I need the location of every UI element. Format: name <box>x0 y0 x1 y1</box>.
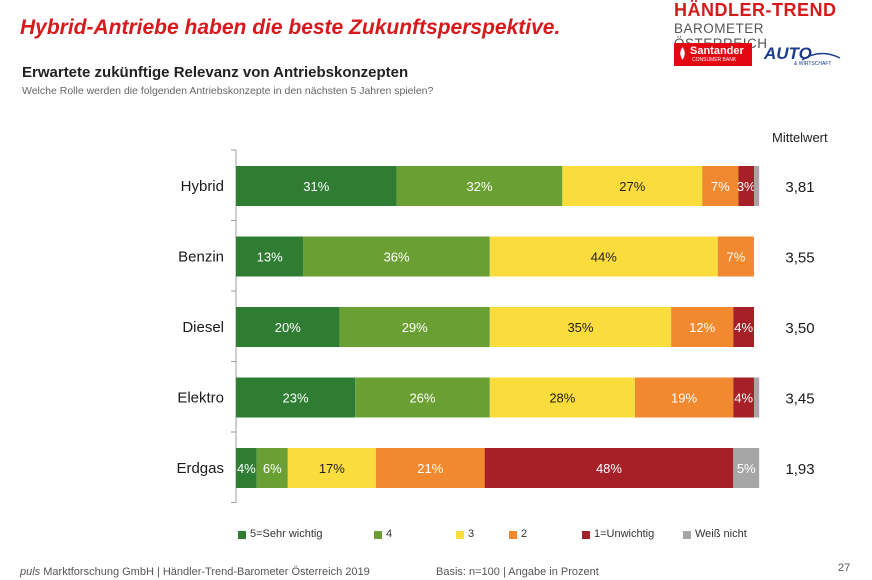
category-label: Hybrid <box>181 178 224 195</box>
brand-title: HÄNDLER-TREND <box>674 0 837 20</box>
mittelwert-value: 1,93 <box>785 461 814 478</box>
data-label: 20% <box>275 320 301 335</box>
bar-segment <box>702 166 739 206</box>
santander-logo: Santander CONSUMER BANK <box>674 43 752 66</box>
legend-label: Weiß nicht <box>695 528 747 540</box>
mittelwert-value: 3,55 <box>785 250 814 267</box>
data-label: 17% <box>319 461 345 476</box>
legend-swatch <box>238 531 246 539</box>
swoosh-icon <box>801 52 841 61</box>
footer-basis: Basis: n=100 | Angabe in Prozent <box>436 566 599 578</box>
chart-question: Welche Rolle werden die folgenden Antrie… <box>22 85 434 97</box>
legend-swatch <box>582 531 590 539</box>
bar-segment <box>733 377 754 418</box>
data-label: 29% <box>402 320 428 335</box>
data-label: 3% <box>737 179 756 194</box>
data-label: 6% <box>263 461 282 476</box>
bar-segment <box>671 307 734 347</box>
bar-segment <box>634 377 734 418</box>
footer-source-text: Marktforschung GmbH | Händler-Trend-Baro… <box>43 566 370 578</box>
category-label: Benzin <box>178 249 224 266</box>
santander-name: Santander <box>690 45 744 57</box>
mittelwert-value: 3,81 <box>785 179 814 196</box>
legend-swatch <box>683 531 691 539</box>
data-label: 36% <box>384 250 410 265</box>
flame-icon <box>680 47 685 60</box>
data-label: 32% <box>466 179 492 194</box>
mittelwert-value: 3,45 <box>785 391 814 408</box>
bar-segment <box>733 448 760 488</box>
bar-segment <box>489 377 635 418</box>
stacked-bar-chart: Hybrid 31% 32% 27% 7% 3% 3,81 Benzin 13% 36% 44% 7%… <box>176 149 815 503</box>
santander-sub: CONSUMER BANK <box>692 57 737 63</box>
chart-title: Erwartete zukünftige Relevanz von Antrie… <box>22 64 409 81</box>
headline: Hybrid-Antriebe haben die beste Zukunfts… <box>20 16 561 39</box>
legend-swatch <box>456 531 464 539</box>
bar-segment <box>733 307 754 347</box>
data-label: 48% <box>596 461 622 476</box>
data-label: 4% <box>734 391 753 406</box>
bar-segment <box>484 448 734 488</box>
bar-segment <box>355 377 490 418</box>
legend-swatch <box>509 531 517 539</box>
bar-segment <box>396 166 563 206</box>
data-label: 4% <box>734 320 753 335</box>
data-label: 44% <box>591 250 617 265</box>
data-label: 27% <box>619 179 645 194</box>
auto-name: AUTO <box>764 44 812 63</box>
page-number: 27 <box>838 562 851 574</box>
bar-segment <box>754 377 760 418</box>
bar-segment <box>303 236 490 277</box>
bar-segment <box>738 166 754 206</box>
bar-segment <box>256 448 288 488</box>
legend-swatch <box>374 531 382 539</box>
legend-label: 3 <box>468 528 475 540</box>
data-label: 12% <box>689 320 715 335</box>
data-label: 5% <box>737 461 756 476</box>
bar-segment <box>236 377 356 418</box>
bar-segment <box>489 307 672 347</box>
data-label: 19% <box>671 391 697 406</box>
data-label: 31% <box>303 179 329 194</box>
puls-brand: puls <box>20 566 41 578</box>
legend-label: 1=Unwichtig <box>594 528 655 540</box>
auto-logo: AUTO & WIRTSCHAFT <box>764 44 844 68</box>
data-label: 35% <box>567 320 593 335</box>
mittelwert-value: 3,50 <box>785 320 814 337</box>
bar-segment <box>236 166 397 206</box>
legend-label: 4 <box>386 528 393 540</box>
bar-segment <box>236 448 257 488</box>
bar-segment <box>754 166 760 206</box>
legend-label: 2 <box>521 528 528 540</box>
category-label: Diesel <box>182 319 224 336</box>
data-label: 21% <box>417 461 443 476</box>
legend-label: 5=Sehr wichtig <box>250 528 323 540</box>
bar-segment <box>562 166 703 206</box>
data-label: 13% <box>257 250 283 265</box>
auto-sub: & WIRTSCHAFT <box>794 61 832 67</box>
category-label: Erdgas <box>176 460 224 477</box>
bar-segment <box>375 448 485 488</box>
data-label: 23% <box>283 391 309 406</box>
category-label: Elektro <box>177 390 224 407</box>
bar-segment <box>287 448 376 488</box>
footer-source: puls Marktforschung GmbH | Händler-Trend… <box>20 566 370 578</box>
bar-segment <box>489 236 718 277</box>
chart-legend: 5=Sehr wichtig 4 3 2 1=Unwichtig Weiß nicht <box>0 528 872 542</box>
bar-segment <box>339 307 490 347</box>
data-label: 28% <box>549 391 575 406</box>
mittelwert-header: Mittelwert <box>772 130 828 145</box>
data-label: 4% <box>237 461 256 476</box>
bar-segment <box>717 236 754 277</box>
bar-segment <box>236 236 304 277</box>
data-label: 7% <box>726 250 745 265</box>
data-label: 7% <box>711 179 730 194</box>
data-label: 26% <box>409 391 435 406</box>
bar-segment <box>236 307 340 347</box>
